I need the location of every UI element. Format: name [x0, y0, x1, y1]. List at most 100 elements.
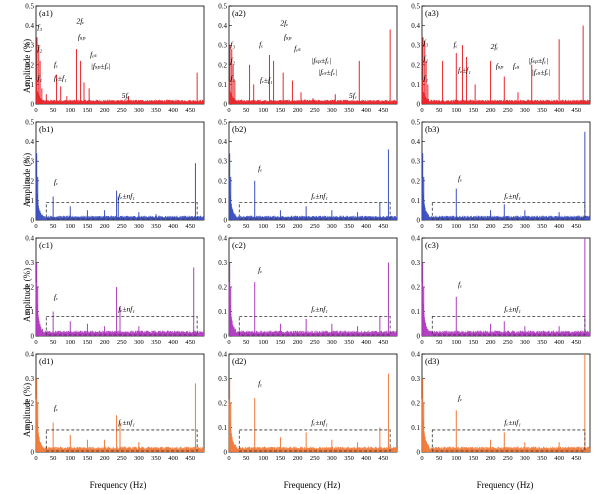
- y-tick-label: 0.2: [411, 400, 420, 408]
- panel-frame: [228, 237, 398, 337]
- peak-annotation: 5fₑ: [122, 91, 130, 100]
- y-tick-label: 0.2: [25, 284, 34, 292]
- y-tick-label: 0: [31, 101, 35, 109]
- peak-annotation: 2fₑ: [280, 19, 288, 28]
- x-tick-label: 200: [100, 223, 110, 230]
- panel-b1: 0 0.1 0.2 0.3 0.4 0.5 0 50 100 150 200 250 300 350 400…: [25, 119, 205, 230]
- panel-d2: 0 0.1 0.2 0.3 0.4 0 50 100 150 200 250 300 350 400 450…: [218, 351, 398, 462]
- x-tick-label: 50: [50, 107, 57, 114]
- x-tick-label: 350: [537, 223, 547, 230]
- x-tick-label: 450: [185, 107, 195, 114]
- x-tick-label: 350: [151, 339, 161, 346]
- y-tick-label: 0.3: [25, 42, 34, 50]
- peak-annotation: fₑ±f₁: [260, 75, 273, 84]
- x-tick-label: 200: [293, 107, 303, 114]
- y-tick-label: 0.5: [218, 3, 227, 11]
- x-tick-label: 400: [361, 223, 371, 230]
- y-tick-label: 0.4: [218, 22, 227, 30]
- x-tick-label: 100: [258, 107, 268, 114]
- peak-annotation: fₑ: [259, 40, 263, 49]
- y-tick-label: 0.3: [218, 42, 227, 50]
- x-tick-label: 0: [420, 339, 423, 346]
- peak-annotation: |fₑₛ±fₑ|: [318, 68, 337, 77]
- y-tick-label: 0.3: [411, 42, 420, 50]
- x-tick-label: 100: [258, 455, 268, 462]
- y-tick-label: 0.1: [25, 424, 34, 432]
- panel-label: (a2): [232, 8, 246, 18]
- x-tick-label: 100: [258, 339, 268, 346]
- x-tick-label: 250: [310, 455, 320, 462]
- peak-annotation: fₑ±nf₁: [504, 305, 521, 314]
- x-tick-label: 250: [310, 223, 320, 230]
- peak-annotation: fₑ±nf₁: [118, 305, 135, 314]
- y-tick-label: 0.5: [411, 3, 420, 11]
- y-tick-label: 0.1: [411, 424, 420, 432]
- x-axis-label-col-1: Frequency (Hz): [89, 480, 147, 490]
- x-tick-label: 450: [185, 223, 195, 230]
- peak-annotation: f₂: [230, 56, 235, 65]
- peak-annotation: f₂: [37, 44, 42, 53]
- peak-annotation: fₑ±f₁: [458, 66, 471, 75]
- x-tick-label: 200: [486, 107, 496, 114]
- y-tick-label: 0.3: [218, 375, 227, 383]
- peak-annotation: fₑ: [458, 280, 462, 289]
- y-tick-label: 0.4: [218, 351, 227, 359]
- spectrum-noise-floor: [421, 178, 591, 221]
- panel-frame: [421, 5, 591, 105]
- peak-annotation: fₑ: [258, 379, 262, 388]
- x-axis-label-col-2: Frequency (Hz): [283, 480, 341, 490]
- x-tick-label: 300: [327, 107, 337, 114]
- x-tick-label: 250: [117, 455, 127, 462]
- peak-annotation: fₑ±nf₁: [504, 418, 521, 427]
- y-tick-label: 0.2: [218, 177, 227, 185]
- x-tick-label: 300: [327, 455, 337, 462]
- x-tick-label: 450: [378, 339, 388, 346]
- panel-a3: 0 0.1 0.2 0.3 0.4 0.5 0 50 100 150 200 250 300 350 400…: [411, 3, 591, 114]
- x-tick-label: 100: [65, 107, 75, 114]
- peak-annotation: f₃: [230, 40, 235, 49]
- x-tick-label: 150: [276, 107, 286, 114]
- y-tick-label: 0: [31, 333, 35, 341]
- y-tick-label: 0.1: [25, 308, 34, 316]
- y-tick-label: 0.4: [411, 22, 420, 30]
- harmonic-region-box: [45, 315, 198, 336]
- peak-annotation: fₑₛ: [513, 62, 520, 71]
- x-tick-label: 150: [276, 223, 286, 230]
- y-tick-label: 0.5: [25, 119, 34, 127]
- peak-annotation: |fₛₚ±fₑ|: [91, 62, 111, 71]
- x-tick-label: 50: [50, 455, 57, 462]
- x-tick-label: 200: [486, 339, 496, 346]
- x-tick-label: 350: [537, 339, 547, 346]
- peak-annotation: fₑ: [258, 265, 262, 274]
- peak-annotation: f₁: [37, 73, 42, 82]
- x-tick-label: 100: [258, 223, 268, 230]
- x-tick-label: 300: [134, 223, 144, 230]
- x-tick-label: 150: [83, 455, 93, 462]
- y-axis-label-row-d: Amplitude (%): [0, 360, 32, 460]
- x-tick-label: 50: [436, 223, 443, 230]
- x-tick-label: 350: [344, 455, 354, 462]
- x-tick-label: 0: [34, 107, 37, 114]
- x-tick-label: 350: [344, 339, 354, 346]
- x-tick-label: 450: [571, 455, 581, 462]
- x-tick-label: 100: [65, 455, 75, 462]
- panel-label: (b2): [232, 124, 246, 134]
- y-tick-label: 0: [224, 449, 228, 457]
- peak-annotation: fₑ: [54, 60, 58, 69]
- panel-c1: 0 0.1 0.2 0.3 0.4 0 50 100 150 200 250 300 350 400 450…: [25, 235, 205, 346]
- x-tick-label: 300: [134, 455, 144, 462]
- x-tick-label: 200: [293, 223, 303, 230]
- peak-annotation: f₃: [37, 23, 42, 32]
- y-axis-label-text: Amplitude (%): [22, 382, 33, 438]
- peak-annotation: f₂: [423, 54, 428, 63]
- x-tick-label: 400: [554, 339, 564, 346]
- panel-label: (a1): [39, 8, 53, 18]
- x-tick-label: 100: [65, 339, 75, 346]
- x-tick-label: 50: [243, 339, 250, 346]
- x-tick-label: 0: [227, 455, 230, 462]
- y-tick-label: 0: [417, 217, 421, 225]
- x-tick-label: 300: [520, 107, 530, 114]
- peak-annotation: fₑ±nf₁: [311, 305, 328, 314]
- peak-annotation: fₑ: [454, 40, 458, 49]
- y-tick-label: 0.4: [25, 138, 34, 146]
